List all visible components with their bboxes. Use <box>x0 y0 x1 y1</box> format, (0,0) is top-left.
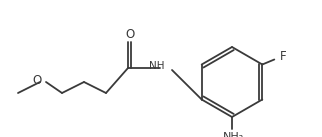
Text: O: O <box>33 75 42 88</box>
Text: NH: NH <box>149 61 165 71</box>
Text: O: O <box>125 28 135 42</box>
Text: NH₂: NH₂ <box>223 132 245 137</box>
Text: F: F <box>280 50 287 63</box>
